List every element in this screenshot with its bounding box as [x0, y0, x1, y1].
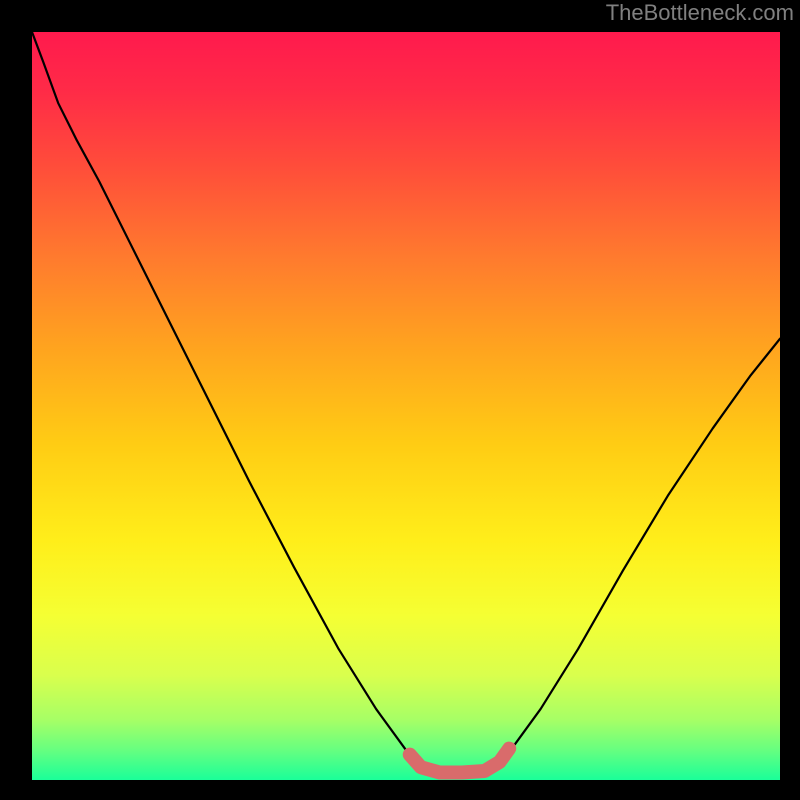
chart-frame: TheBottleneck.com	[0, 0, 800, 800]
chart-svg	[32, 32, 780, 780]
watermark-text: TheBottleneck.com	[606, 0, 794, 26]
gradient-background	[32, 32, 780, 780]
plot-area	[32, 32, 780, 780]
